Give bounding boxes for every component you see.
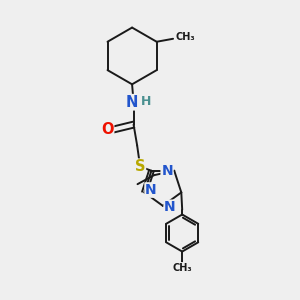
Text: O: O	[101, 122, 113, 137]
Text: N: N	[126, 95, 138, 110]
Text: CH₃: CH₃	[172, 263, 192, 273]
Text: CH₃: CH₃	[176, 32, 195, 42]
Text: N: N	[145, 183, 157, 197]
Text: N: N	[164, 200, 176, 214]
Text: N: N	[161, 164, 173, 178]
Text: S: S	[135, 159, 146, 174]
Text: H: H	[141, 95, 151, 108]
